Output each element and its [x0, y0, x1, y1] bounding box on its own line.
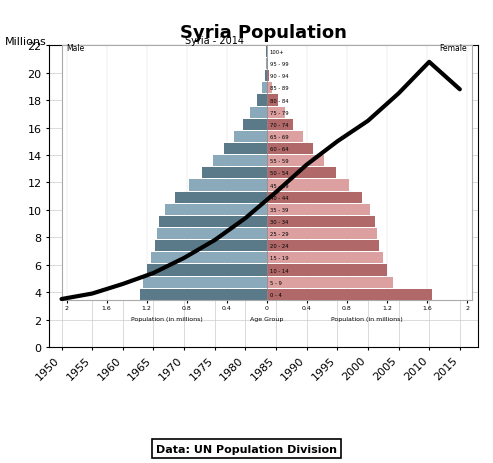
Text: Millions: Millions — [5, 37, 47, 47]
Text: Data: UN Population Division: Data: UN Population Division — [156, 444, 337, 454]
Title: Syria Population: Syria Population — [180, 24, 347, 42]
